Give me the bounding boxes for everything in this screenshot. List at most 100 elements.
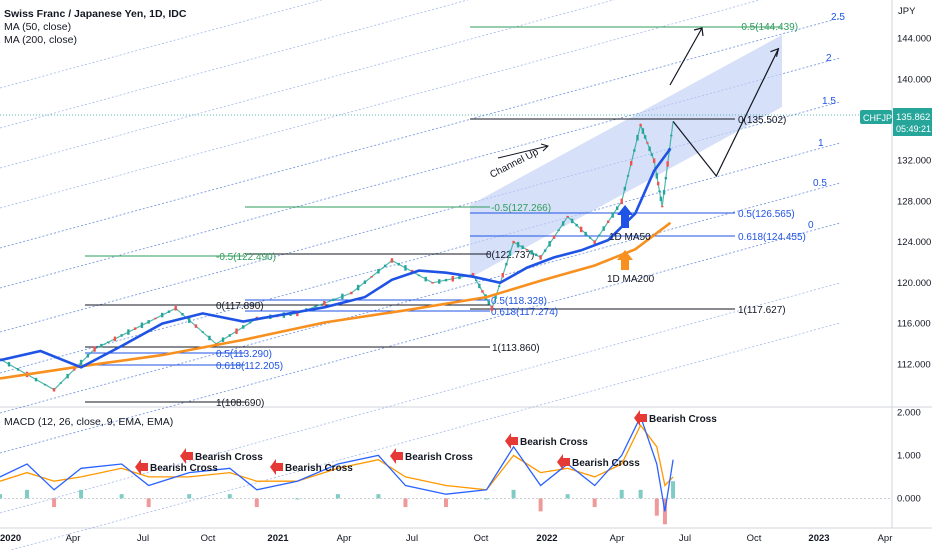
price-candle xyxy=(79,359,83,366)
last-price-badge xyxy=(893,108,932,136)
price-candle xyxy=(363,280,367,284)
price-candle xyxy=(579,226,583,233)
price-candle xyxy=(73,368,76,371)
price-candle xyxy=(490,305,494,312)
price-candle xyxy=(471,272,475,277)
upside-arrow xyxy=(669,27,704,86)
fan-line-extra xyxy=(0,282,841,514)
ma50-annotation: 1D MA50 xyxy=(609,232,651,243)
price-candle xyxy=(494,295,497,300)
macd-histogram-bar xyxy=(565,494,570,499)
macd-histogram-bar xyxy=(619,489,624,499)
macd-histogram-bar xyxy=(25,489,30,499)
fib-level-label: 1(108.690) xyxy=(216,398,264,409)
macd-histogram-bar xyxy=(295,498,300,500)
macd-signal-line xyxy=(0,423,674,491)
price-candle xyxy=(404,265,407,271)
fib-level-label: 0.618(112.205) xyxy=(216,361,283,372)
legend-ma200: MA (200, close) xyxy=(4,34,77,46)
price-candle xyxy=(397,262,400,266)
fib-level-label: -0.5(127.266) xyxy=(491,203,551,214)
price-candle xyxy=(140,322,144,329)
fib-level-label: 0.618(117.274) xyxy=(491,307,558,318)
price-candle xyxy=(201,331,204,333)
price-candle xyxy=(66,373,69,379)
fan-line-extra xyxy=(0,0,761,209)
fan-label: 0 xyxy=(808,220,814,231)
macd-axis-tick: 1.000 xyxy=(897,450,921,461)
price-candle xyxy=(593,240,596,244)
price-candle xyxy=(100,343,103,348)
price-candle xyxy=(497,285,501,287)
price-candle xyxy=(602,226,605,231)
price-candle xyxy=(86,354,90,358)
price-candle xyxy=(615,206,619,210)
bearish-cross-arrow-icon xyxy=(505,433,518,449)
fan-label: 0.5 xyxy=(813,178,827,189)
macd-histogram-bar xyxy=(403,498,408,508)
price-candle xyxy=(597,234,601,237)
price-candle xyxy=(370,275,373,278)
fan-label: 1 xyxy=(818,138,824,149)
fan-line-extra xyxy=(0,0,323,89)
bearish-cross-label: Bearish Cross xyxy=(195,452,263,463)
fib-level-label: 0.5(118.328) xyxy=(491,296,547,307)
bearish-cross-label: Bearish Cross xyxy=(285,463,353,474)
bearish-cross-label: Bearish Cross xyxy=(150,463,218,474)
macd-histogram-bar xyxy=(52,498,57,508)
bearish-cross-label: Bearish Cross xyxy=(405,452,473,463)
price-candle xyxy=(629,160,633,166)
price-candle xyxy=(652,158,656,163)
time-axis-tick: 2021 xyxy=(267,533,289,544)
macd-axis-tick: 0.000 xyxy=(897,493,921,504)
price-candle xyxy=(623,186,627,191)
macd-histogram-bar xyxy=(671,481,676,499)
macd-histogram-bar xyxy=(0,494,2,499)
price-candle xyxy=(120,334,123,337)
price-candle xyxy=(481,290,484,293)
fib-level-label: 0.5(113.290) xyxy=(216,349,272,360)
price-candle xyxy=(643,135,647,139)
price-candle xyxy=(584,231,587,236)
price-candle xyxy=(487,300,490,305)
price-candle xyxy=(478,283,481,289)
macd-histogram-bar xyxy=(79,489,84,499)
bearish-cross-arrow-icon xyxy=(270,459,283,475)
bearish-cross-label: Bearish Cross xyxy=(649,414,717,425)
macd-histogram-bar xyxy=(227,494,232,499)
price-candle xyxy=(383,264,387,268)
price-axis-tick: 132.000 xyxy=(897,156,931,167)
channel-up-arrow xyxy=(497,143,549,159)
fib-level-label: -0.5(144.439) xyxy=(738,22,798,33)
price-candle xyxy=(620,198,623,205)
ma50-arrow-icon xyxy=(617,205,633,228)
macd-histogram-bar xyxy=(538,498,543,512)
price-candle xyxy=(626,175,630,177)
fan-line xyxy=(0,142,841,374)
chart-legend: Swiss Franc / Japanese Yen, 1D, IDC MA (… xyxy=(4,8,186,47)
price-candle xyxy=(438,279,441,284)
price-candle xyxy=(670,134,673,137)
macd-histogram-bar xyxy=(484,498,489,500)
fan-line xyxy=(0,182,841,414)
price-candle xyxy=(194,324,198,328)
price-candle xyxy=(332,298,335,302)
price-candle xyxy=(93,346,96,352)
price-candle xyxy=(174,306,177,311)
price-axis-unit: JPY xyxy=(898,6,916,17)
fib-level-label: 1(117.627) xyxy=(738,305,786,316)
projection-path xyxy=(672,48,780,178)
fan-label: 1.5 xyxy=(822,96,836,107)
price-candle xyxy=(16,368,20,371)
symbol-badge xyxy=(860,110,892,124)
time-axis-tick: Apr xyxy=(878,533,893,544)
price-axis-tick: 116.000 xyxy=(897,319,931,330)
price-candle xyxy=(611,212,614,218)
price-axis-tick: 140.000 xyxy=(897,74,931,85)
macd-histogram-bar xyxy=(511,489,516,499)
macd-histogram-bar xyxy=(146,498,151,508)
macd-histogram-bar xyxy=(119,494,124,499)
price-candle xyxy=(323,300,326,306)
bearish-cross-arrow-icon xyxy=(135,459,148,475)
